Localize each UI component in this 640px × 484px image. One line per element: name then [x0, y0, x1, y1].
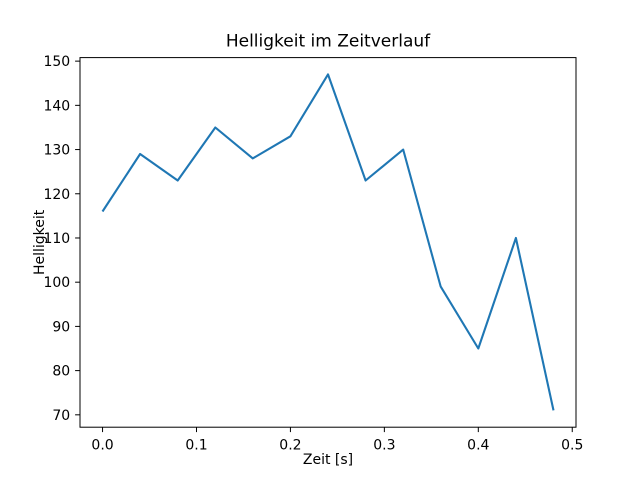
plot-area — [79, 57, 577, 428]
y-tick-label: 110 — [43, 231, 70, 247]
y-tick-label: 120 — [43, 187, 70, 203]
y-tick-label: 130 — [43, 143, 70, 159]
x-tick-label: 0.1 — [185, 437, 207, 453]
y-tick-label: 70 — [52, 408, 70, 424]
y-axis-label: Helligkeit — [32, 209, 48, 275]
ticks-layer: 0.0 0.1 0.2 0.3 0.4 0.5 70 80 90 100 110 120 130 140 1… — [43, 54, 583, 453]
y-tick-label: 90 — [52, 319, 70, 335]
series-layer — [101, 73, 555, 411]
x-tick-label: 0.0 — [91, 437, 113, 453]
y-tick-label: 140 — [43, 98, 70, 114]
x-tick-label: 0.5 — [561, 437, 583, 453]
chart-title: Helligkeit im Zeitverlauf — [226, 32, 431, 52]
x-axis-label: Zeit [s] — [303, 452, 353, 468]
x-tick-label: 0.3 — [373, 437, 395, 453]
y-tick-label: 150 — [43, 54, 70, 70]
x-tick-label: 0.2 — [279, 437, 301, 453]
y-tick-label: 80 — [52, 364, 70, 380]
y-tick-label: 100 — [43, 275, 70, 291]
x-tick-label: 0.4 — [467, 437, 489, 453]
data-line — [101, 73, 555, 411]
